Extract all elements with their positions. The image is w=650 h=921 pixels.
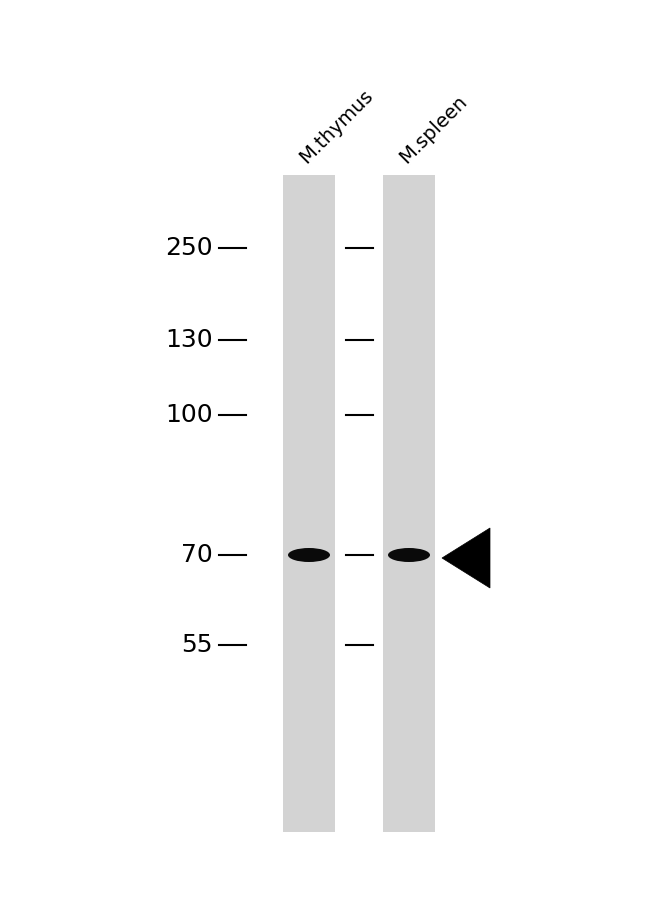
Bar bbox=[383, 175, 435, 832]
Text: 100: 100 bbox=[165, 403, 213, 427]
Text: M.spleen: M.spleen bbox=[396, 92, 471, 167]
Text: M.thymus: M.thymus bbox=[296, 86, 376, 167]
Ellipse shape bbox=[288, 548, 330, 562]
Text: 70: 70 bbox=[181, 543, 213, 567]
Text: 55: 55 bbox=[181, 633, 213, 657]
Ellipse shape bbox=[388, 548, 430, 562]
Polygon shape bbox=[442, 528, 490, 588]
Bar bbox=[283, 175, 335, 832]
Text: 130: 130 bbox=[165, 328, 213, 352]
Text: 250: 250 bbox=[165, 236, 213, 260]
